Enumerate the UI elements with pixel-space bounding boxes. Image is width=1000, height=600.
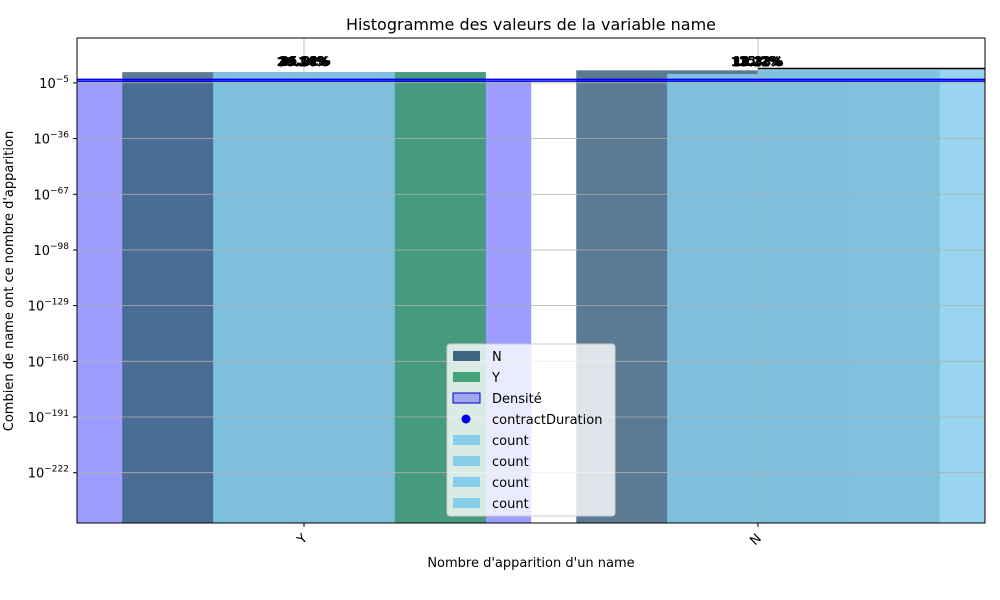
y-tick-label-3: 10−98 xyxy=(33,242,69,259)
legend-label-0: N xyxy=(492,350,502,365)
y-tick-label-5: 10−160 xyxy=(28,353,70,370)
y-tick-label-4: 10−129 xyxy=(28,298,70,315)
legend-swatch-7 xyxy=(453,498,480,508)
percent-label-n-0: 10.32% xyxy=(733,54,783,68)
legend-label-6: count xyxy=(492,476,529,491)
legend-label-3: contractDuration xyxy=(492,413,602,428)
percent-label-y-2: 36.24% xyxy=(278,56,328,70)
legend: NY Densité contractDuration count count count… xyxy=(446,343,616,517)
bar-count-n-6 xyxy=(667,73,758,523)
legend-swatch-2 xyxy=(452,392,481,404)
percent-label-y-0: 34.18% xyxy=(279,54,329,68)
legend-swatch-1 xyxy=(453,372,480,382)
bar-count-n-7 xyxy=(758,68,985,523)
density-lines-layer xyxy=(77,67,985,82)
legend-label-5: count xyxy=(492,455,529,470)
y-tick-label-1: 10−36 xyxy=(33,131,69,148)
percent-label-n-2: 13.12% xyxy=(732,56,782,70)
plot-frame xyxy=(76,37,986,524)
x-tick-label-y: Y xyxy=(294,531,311,548)
percent-label-y-1: 25.11% xyxy=(280,55,330,69)
legend-swatch-5 xyxy=(453,456,480,466)
y-tick-label-2: 10−67 xyxy=(33,186,69,203)
x-tick-label-n: N xyxy=(747,531,764,548)
y-tick-label-0: 10−5 xyxy=(39,75,69,92)
y-tick-label-6: 10−191 xyxy=(28,409,69,426)
y-axis-ticks: 10−5 10−36 10−67 10−98 10−129 10−160 10−191 10−… xyxy=(28,75,77,482)
percent-label-n-1: 11.33% xyxy=(734,55,784,69)
legend-label-1: Y xyxy=(491,371,500,386)
y-axis-label: Combien de name ont ce nombre d'appariti… xyxy=(2,131,17,431)
percent-label-n-3: 15.2% xyxy=(739,54,781,68)
legend-box xyxy=(446,343,616,517)
x-axis-label: Nombre d'apparition d'un name xyxy=(427,556,634,571)
percent-labels-layer: 34.18%25.11%36.24%35.21%26.14% 10.32%11.3… xyxy=(277,54,784,70)
legend-swatch-3 xyxy=(461,414,471,424)
chart-title: Histogramme des valeurs de la variable n… xyxy=(346,15,716,34)
legend-label-4: count xyxy=(492,434,529,449)
percent-label-n-4: 12.27% xyxy=(731,55,781,69)
y-tick-label-7: 10−222 xyxy=(28,465,69,482)
legend-label-7: count xyxy=(492,497,529,512)
legend-label-2: Densité xyxy=(492,392,542,407)
percent-label-y-3: 35.21% xyxy=(281,54,331,68)
legend-swatch-6 xyxy=(453,477,480,487)
percent-label-y-4: 26.14% xyxy=(277,55,327,69)
legend-swatch-0 xyxy=(453,351,480,361)
legend-swatch-4 xyxy=(453,435,480,445)
